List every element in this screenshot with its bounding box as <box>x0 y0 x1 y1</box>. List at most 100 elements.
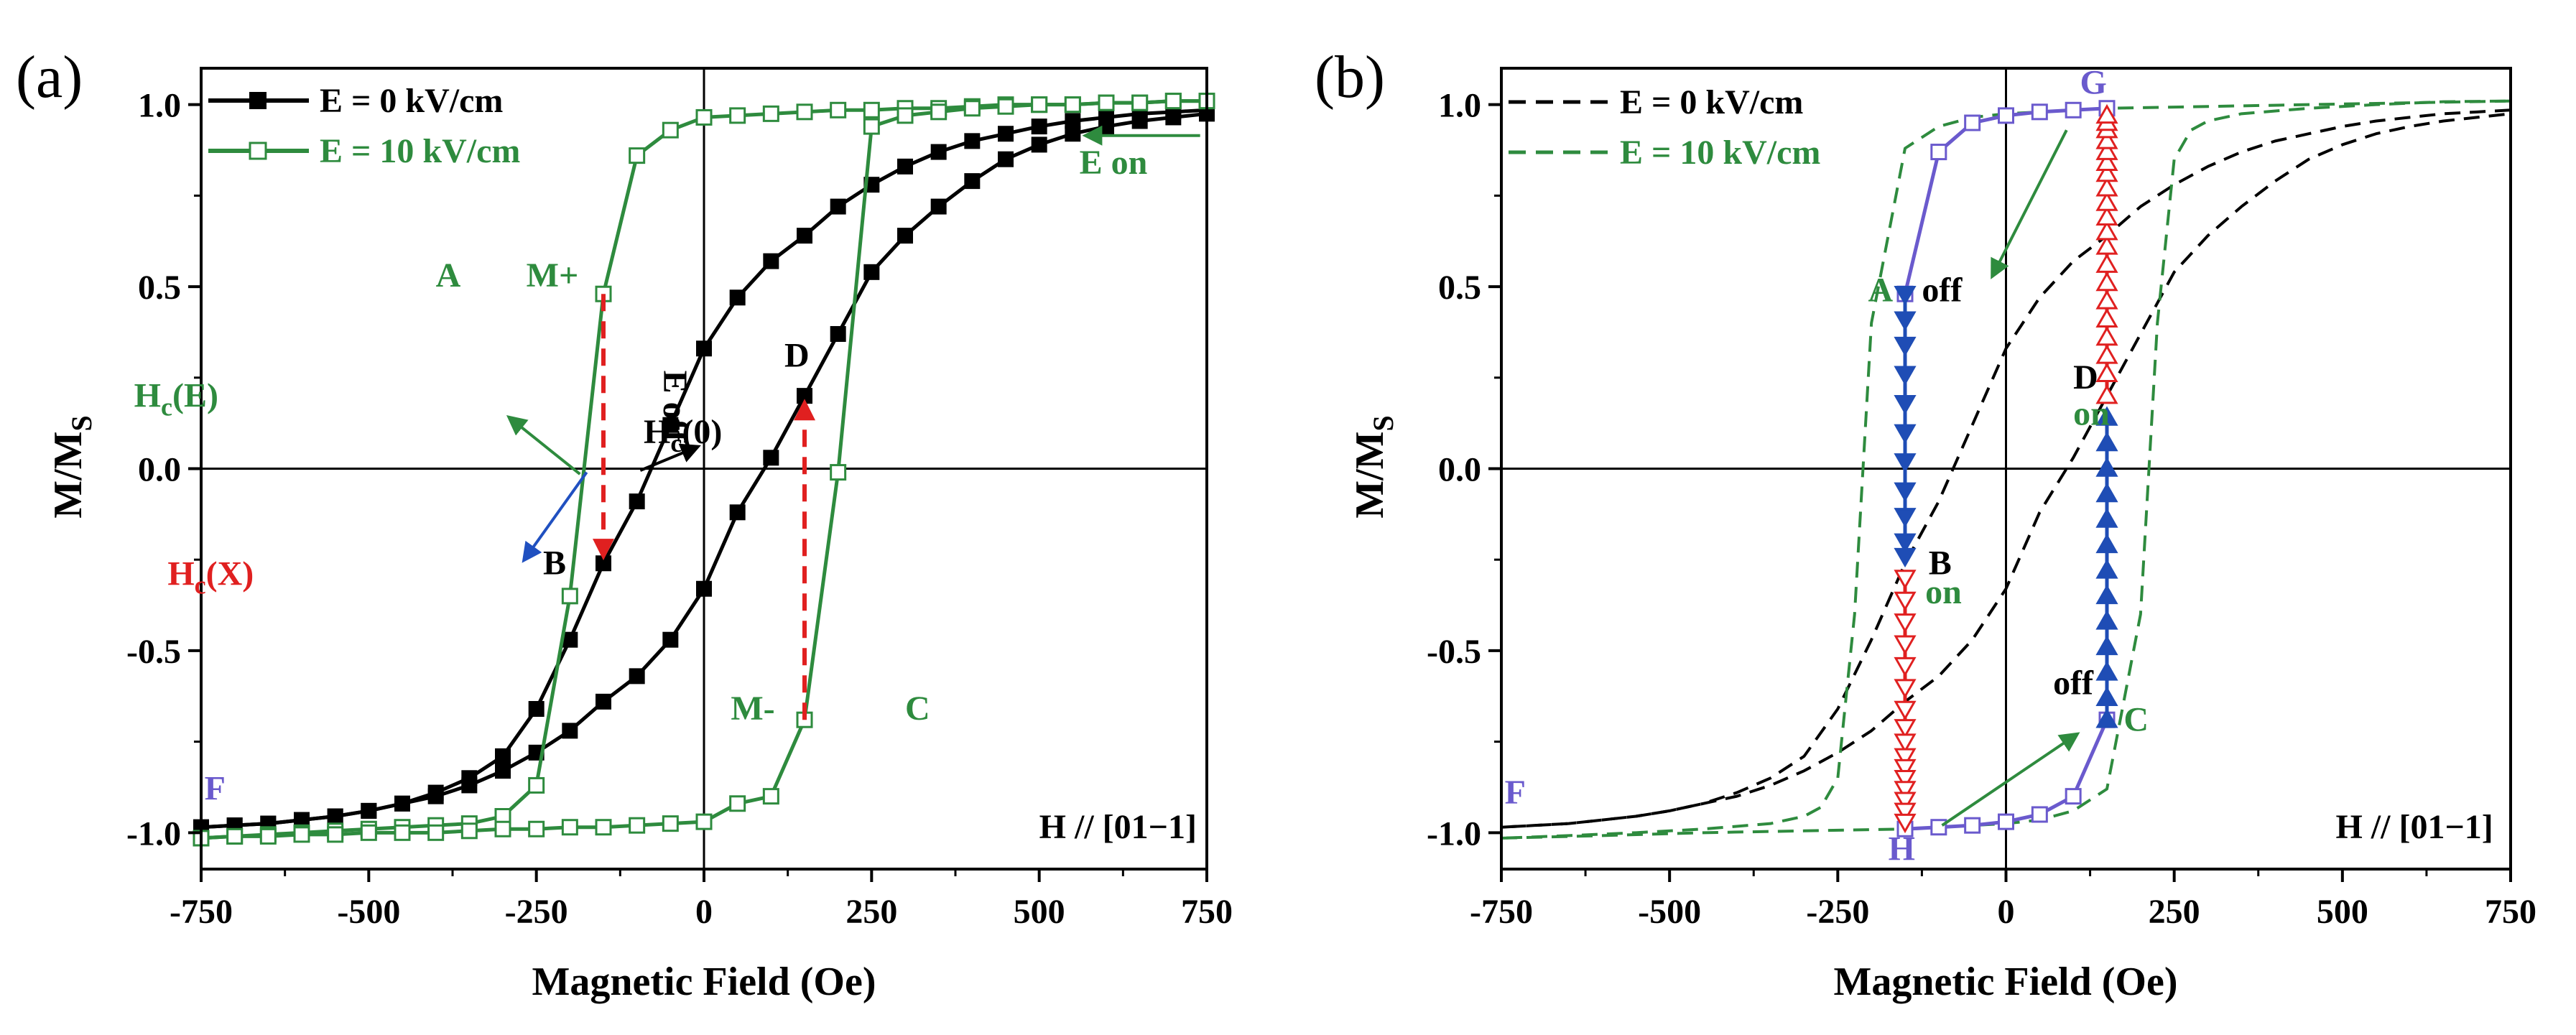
y-tick-label: 0.0 <box>138 451 181 489</box>
annotation-label: H // [01−1] <box>1039 808 1197 846</box>
data-point <box>2095 191 2118 211</box>
data-point <box>964 173 981 190</box>
annotation-arrow <box>506 415 581 475</box>
x-tick-label: -750 <box>170 893 233 931</box>
data-point <box>762 105 779 122</box>
data-point <box>2095 708 2118 728</box>
data-point <box>528 776 545 794</box>
panel-b-y-axis-label: M/MS <box>1348 415 1399 519</box>
data-point <box>1131 94 1149 111</box>
data-point <box>629 493 645 510</box>
data-point <box>294 812 310 828</box>
data-point <box>561 819 578 836</box>
data-point <box>796 103 813 121</box>
data-point <box>729 504 746 521</box>
annotation-label: C <box>905 690 930 728</box>
data-point <box>226 827 244 845</box>
data-point <box>729 289 746 306</box>
annotation-label: Hc(0) <box>644 413 722 458</box>
series-b-6 <box>1894 285 1917 568</box>
data-point <box>930 198 947 215</box>
data-point <box>561 588 578 605</box>
data-point <box>1894 719 1917 739</box>
data-point <box>896 107 914 124</box>
series-line <box>1501 112 2511 829</box>
annotation-label: Hc(X) <box>167 555 254 600</box>
data-point <box>1894 285 1917 306</box>
annotation-label: Hc(E) <box>134 376 218 421</box>
data-point <box>1964 817 1981 834</box>
data-point <box>1894 424 1917 444</box>
legend-a-marker-e10 <box>249 141 267 160</box>
annotation-label: A <box>1868 271 1893 309</box>
annotation-label: E off <box>656 371 694 443</box>
data-point <box>762 788 779 805</box>
data-point <box>495 763 511 779</box>
series-b-0 <box>1501 108 2511 829</box>
series-b-1 <box>1501 112 2511 829</box>
annotation-label: D <box>784 337 810 375</box>
x-tick-label: -750 <box>1470 893 1533 931</box>
data-point <box>997 98 1014 115</box>
data-point <box>1930 144 1947 161</box>
data-point <box>930 144 947 160</box>
x-tick-label: 750 <box>2485 893 2536 931</box>
panel-a: (a) -750 -500 -250 0 250 500 750 -1.0 -0.5 0.0 0.… <box>16 44 1233 1004</box>
data-point <box>763 450 779 466</box>
data-point <box>2095 533 2118 554</box>
panel-b: (b) -750 -500 -250 0 250 500 750 -1.0 -0.5 0.0 0.… <box>1315 44 2536 1004</box>
panel-a-y-axis-label: M/MS <box>46 415 98 519</box>
data-point <box>2095 103 2118 124</box>
x-tick-label: -500 <box>337 893 400 931</box>
data-point <box>2095 431 2118 452</box>
data-point <box>998 126 1014 142</box>
data-point <box>596 555 611 572</box>
annotation-label: B <box>543 544 566 582</box>
data-point <box>1894 366 1917 386</box>
data-point <box>797 228 812 244</box>
data-point <box>830 325 846 342</box>
data-point <box>1031 96 1048 113</box>
data-point <box>528 820 545 837</box>
data-point <box>695 813 713 830</box>
data-point <box>830 101 847 119</box>
data-point <box>2095 326 2118 346</box>
data-point <box>2095 362 2118 382</box>
data-point <box>1065 126 1081 142</box>
data-point <box>562 723 578 739</box>
series-a-3 <box>193 93 1215 847</box>
data-point <box>1894 781 1917 801</box>
data-point <box>863 118 880 135</box>
data-point <box>1998 107 2014 124</box>
panel-a-y-ticks: -1.0 -0.5 0.0 0.5 1.0 <box>126 87 201 853</box>
data-point <box>964 133 981 149</box>
y-tick-label: 0.5 <box>138 269 181 307</box>
annotation-arrow <box>639 443 701 472</box>
data-point <box>2095 584 2118 605</box>
data-point <box>1894 733 1917 753</box>
data-point <box>695 108 713 126</box>
data-point <box>1894 813 1917 834</box>
annotation-label: E on <box>1080 144 1148 182</box>
data-point <box>1894 758 1917 779</box>
data-point <box>595 819 612 836</box>
data-point <box>2095 661 2118 681</box>
annotation-label: off <box>1922 271 1963 309</box>
panel-a-x-ticks: -750 -500 -250 0 250 500 750 <box>170 869 1233 931</box>
data-point <box>2095 406 2118 426</box>
data-point <box>1894 679 1917 699</box>
x-tick-label: -250 <box>505 893 568 931</box>
annotation-label: F <box>1505 774 1526 812</box>
data-point <box>2095 151 2118 172</box>
data-point <box>1894 770 1917 790</box>
x-tick-label: 0 <box>1998 893 2015 931</box>
data-point <box>1930 819 1947 836</box>
data-point <box>2095 221 2118 241</box>
data-point <box>293 826 310 843</box>
data-point <box>1894 700 1917 721</box>
data-point <box>2065 788 2082 805</box>
data-point <box>662 417 679 433</box>
x-tick-label: 500 <box>2317 893 2368 931</box>
data-point <box>2095 235 2118 255</box>
annotation-label: off <box>2053 664 2094 702</box>
